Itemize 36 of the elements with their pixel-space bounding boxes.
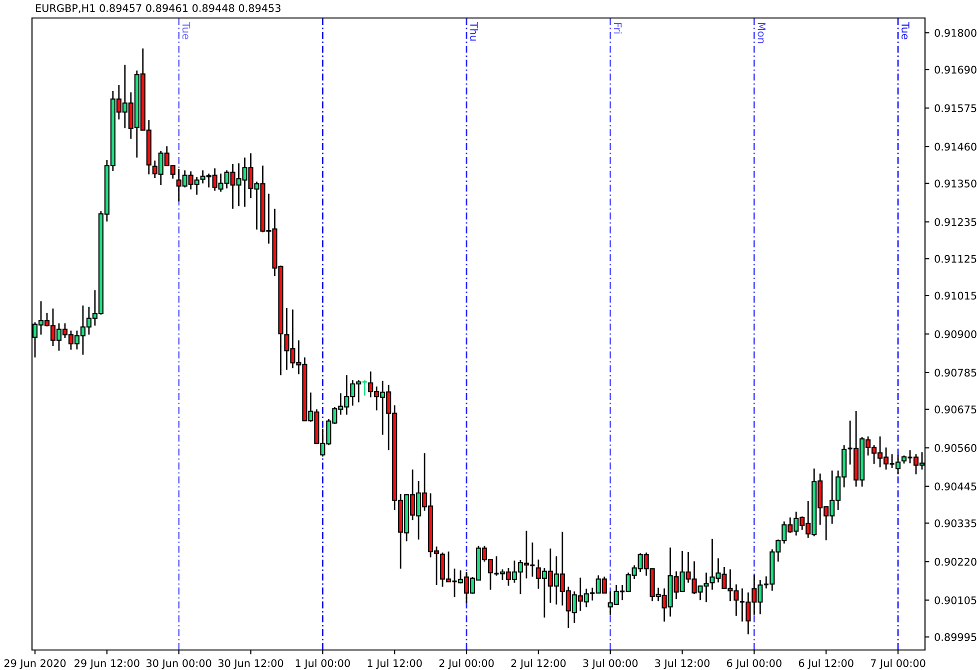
y-tick-label: 0.90900	[934, 330, 976, 338]
x-tick-label: 7 Jul 00:00	[870, 659, 926, 670]
x-tick-label: 2 Jul 00:00	[439, 659, 494, 670]
ref-line-label: Tue	[182, 22, 190, 40]
x-tick-label: 29 Jun 2020	[4, 659, 66, 670]
x-tick-label: 3 Jul 00:00	[583, 659, 638, 670]
x-tick-label: 30 Jun 12:00	[218, 659, 284, 670]
x-tick-label: 30 Jun 00:00	[146, 659, 212, 670]
y-tick-label: 0.90675	[934, 406, 976, 414]
y-tick-label: 0.91015	[934, 292, 976, 300]
ref-line-label: Mon	[758, 23, 766, 44]
y-tick-label: 0.91460	[934, 142, 976, 151]
y-tick-label: 0.89995	[934, 633, 976, 642]
y-tick-label: 0.90220	[934, 558, 976, 566]
y-tick-label: 0.90335	[934, 519, 976, 528]
x-tick-label: 3 Jul 12:00	[655, 659, 710, 670]
y-tick-label: 0.91690	[934, 66, 976, 74]
y-tick-label: 0.90560	[934, 444, 976, 452]
x-tick-label: 1 Jul 12:00	[368, 659, 422, 670]
ref-line-label: Thu	[470, 22, 478, 41]
x-tick-label: 1 Jul 00:00	[296, 659, 350, 670]
y-tick-label: 0.91350	[934, 180, 976, 188]
y-tick-label: 0.90785	[934, 368, 976, 377]
y-tick-label: 0.91575	[934, 104, 976, 112]
x-tick-label: 29 Jun 12:00	[74, 659, 140, 670]
y-tick-label: 0.90105	[934, 596, 976, 604]
y-tick-label: 0.90445	[934, 482, 976, 490]
x-tick-label: 6 Jul 00:00	[727, 659, 782, 670]
chart-title: EURGBP,H1 0.89457 0.89461 0.89448 0.89453	[36, 4, 280, 14]
y-tick-label: 0.91125	[934, 254, 976, 263]
ref-line-label: Tue	[902, 22, 910, 40]
x-tick-label: 6 Jul 12:00	[798, 659, 854, 670]
x-tick-label: 2 Jul 12:00	[511, 659, 566, 670]
ref-line-label: Fri	[614, 23, 622, 34]
y-tick-label: 0.91800	[934, 28, 976, 37]
y-tick-label: 0.91235	[934, 218, 976, 226]
